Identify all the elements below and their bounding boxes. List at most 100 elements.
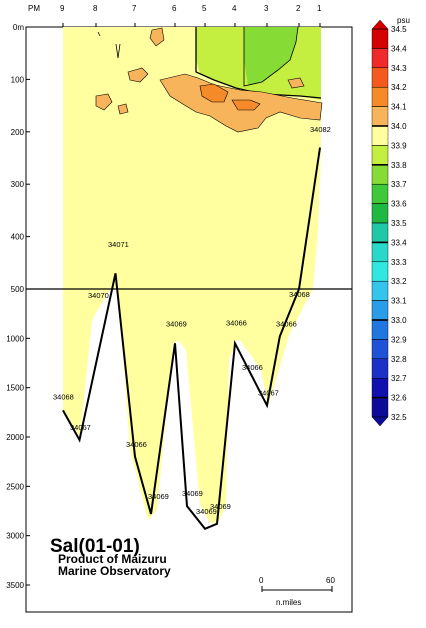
- colorbar-label: 32.6: [391, 394, 407, 403]
- colorbar-swatch: [371, 203, 389, 224]
- green-inner-contour: [243, 26, 299, 87]
- colorbar-label: 32.9: [391, 335, 407, 344]
- colorbar-swatch: [371, 183, 389, 204]
- subtitle-line-1: Product of Maizuru: [58, 552, 167, 566]
- data-label: 34067: [258, 389, 279, 398]
- colorbar-unit: psu: [397, 16, 410, 25]
- depth-label: 1500: [6, 384, 24, 393]
- green-inner: [244, 27, 298, 86]
- colorbar-label: 34.5: [391, 25, 407, 34]
- data-label: 34070: [88, 291, 109, 300]
- colorbar-label: 33.9: [391, 141, 407, 150]
- depth-label: 0m: [13, 23, 24, 32]
- colorbar-label: 34.4: [391, 44, 407, 53]
- scale-bar-end: 60: [326, 576, 335, 585]
- colorbar-label: 33.1: [391, 297, 407, 306]
- scale-bar-unit: n.miles: [276, 598, 301, 607]
- data-label: 34069: [196, 507, 217, 516]
- station-label-7: 7: [132, 4, 137, 13]
- small-contour-mark: [115, 43, 121, 59]
- data-label: 34066: [276, 319, 297, 328]
- colorbar-label: 32.5: [391, 413, 407, 422]
- orange-inner-2: [231, 99, 261, 111]
- orange-spot-5: [287, 77, 305, 89]
- depth-label: 2500: [6, 482, 24, 491]
- colorbar-swatch: [371, 358, 389, 379]
- station-label-3: 3: [264, 4, 269, 13]
- colorbar-label: 34.2: [391, 83, 407, 92]
- data-label: 34069: [166, 319, 187, 328]
- colorbar-swatch: [371, 86, 389, 107]
- data-label: 34068: [289, 290, 310, 299]
- orange-spot-2: [149, 27, 165, 47]
- depth-axis: 0m 100 200 300 400 500 1000 1500 2000 2500 3000 350…: [6, 23, 30, 590]
- colorbar-label: 33.3: [391, 258, 407, 267]
- colorbar-swatch: [371, 300, 389, 321]
- colorbar-swatch: [371, 397, 389, 418]
- depth-label: 100: [11, 75, 25, 84]
- colorbar-label: 33.4: [391, 238, 407, 247]
- station-axis: PM 9 8 7 6 5 4 3 2 1: [28, 4, 322, 27]
- colorbar-label: 33.0: [391, 316, 407, 325]
- colorbar-swatch: [371, 164, 389, 185]
- orange-spot-4: [117, 103, 129, 115]
- orange-inner-1: [199, 83, 229, 103]
- colorbar-label: 33.2: [391, 277, 407, 286]
- colorbar-label: 32.8: [391, 355, 407, 364]
- scale-bar: 0 60 n.miles: [259, 576, 335, 607]
- subtitle-line-2: Marine Observatory: [58, 564, 171, 578]
- station-label-2: 2: [296, 4, 301, 13]
- colorbar-cap-bottom: [371, 416, 389, 427]
- station-label-4: 4: [232, 4, 237, 13]
- colorbar-cap-top: [371, 19, 389, 30]
- deep-field: [63, 289, 313, 523]
- colorbar-swatch: [371, 48, 389, 69]
- green-contour: [195, 27, 322, 99]
- orange-spot-3: [95, 93, 113, 111]
- orange-spot-1: [127, 67, 149, 83]
- station-label-8: 8: [93, 4, 98, 13]
- colorbar-swatch: [371, 339, 389, 359]
- small-contour-mark-2: [97, 31, 101, 37]
- data-label: 34071: [108, 240, 129, 249]
- chart-title: Sal(01-01): [50, 536, 140, 557]
- colorbar-swatch: [371, 106, 389, 127]
- colorbar-swatch: [371, 67, 389, 88]
- data-label: 34069: [148, 492, 169, 501]
- colorbar-label: 33.7: [391, 180, 407, 189]
- colorbar-swatch: [371, 281, 389, 301]
- colorbar-swatch: [371, 125, 389, 146]
- depth-label: 3500: [6, 581, 24, 590]
- data-label: 34068: [53, 393, 74, 402]
- data-label: 34066: [226, 319, 247, 328]
- data-label: 34066: [126, 440, 147, 449]
- station-label-5: 5: [202, 4, 207, 13]
- colorbar-swatch: [371, 242, 389, 262]
- depth-label: 3000: [6, 532, 24, 541]
- colorbar-swatch: [371, 145, 389, 165]
- colorbar-label: 33.8: [391, 161, 407, 170]
- colorbar-swatch: [371, 28, 389, 49]
- depth-label: 200: [11, 128, 25, 137]
- colorbar-swatch: [371, 378, 389, 398]
- station-label-1: 1: [317, 4, 322, 13]
- depth-label: 400: [11, 233, 25, 242]
- data-label: 34069: [210, 502, 231, 511]
- bottom-profile-line: [62, 147, 321, 531]
- data-label: 34069: [182, 489, 203, 498]
- station-header: PM: [28, 4, 40, 13]
- colorbar-label: 32.7: [391, 374, 407, 383]
- data-label: 34082: [310, 125, 331, 134]
- data-labels: 34082 34071 34070 34068 34069 34066 34066 34068…: [53, 125, 331, 516]
- scale-bar-start: 0: [259, 576, 264, 585]
- colorbar-label: 34.0: [391, 122, 407, 131]
- data-label: 34067: [70, 423, 91, 432]
- depth-label: 300: [11, 180, 25, 189]
- colorbar-swatch: [371, 261, 389, 282]
- depth-label: 2000: [6, 433, 24, 442]
- data-label: 34066: [242, 363, 263, 372]
- colorbar-label: 34.3: [391, 64, 407, 73]
- colorbar: psu 34.5 34.4 34.3 34.2 34.1 34.0 33.9 33.8 33.7…: [371, 16, 410, 427]
- colorbar-swatch: [371, 222, 389, 243]
